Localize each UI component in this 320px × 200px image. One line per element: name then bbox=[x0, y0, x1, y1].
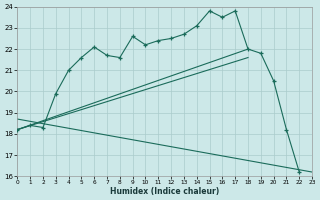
X-axis label: Humidex (Indice chaleur): Humidex (Indice chaleur) bbox=[110, 187, 219, 196]
